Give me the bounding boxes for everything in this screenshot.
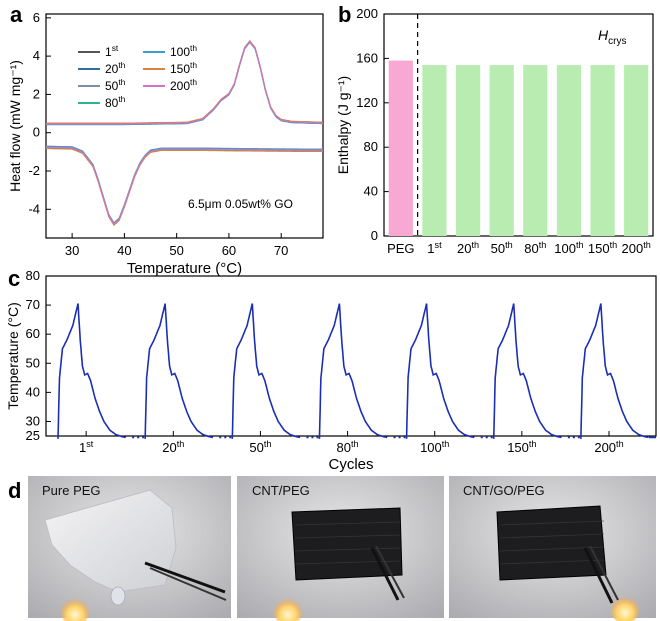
panel-label-b: b <box>338 2 351 27</box>
panel-label-d: d <box>8 478 21 503</box>
y-tick-label-b: 200 <box>356 6 378 21</box>
panel-label-a: a <box>10 2 23 27</box>
x-tick-label-c: 50th <box>249 439 271 455</box>
y-tick-label-c: 30 <box>26 413 40 428</box>
y-tick-label-a: 6 <box>33 10 40 25</box>
y-tick-label-a: -4 <box>28 201 40 216</box>
y-axis-label-a: Heat flow (mW mg⁻¹) <box>7 60 23 192</box>
cycle-curve-100th <box>405 303 475 439</box>
x-tick-label-b: PEG <box>387 241 414 256</box>
bar-50th <box>489 65 514 236</box>
x-axis-label-a: Temperature (°C) <box>127 260 242 277</box>
x-tick-label-a: 60 <box>222 243 236 258</box>
legend-label-a: 150th <box>170 60 197 76</box>
cycle-curve-200th <box>580 303 649 439</box>
legend-label-a: 50th <box>105 77 126 93</box>
plot-frame-b <box>383 13 654 237</box>
x-tick-label-a: 70 <box>274 243 288 258</box>
bar-1st <box>422 65 447 236</box>
x-tick-label-c: 80th <box>337 439 359 455</box>
x-tick-label-c: 150th <box>507 439 536 455</box>
dsc-chart: 30 40 50 60 70 -4 -2 0 2 4 6 Temperature (°C) Heat f… <box>7 10 324 277</box>
cycle-curve-80th <box>318 303 388 439</box>
legend-label-a: 200th <box>170 77 197 93</box>
photo-caption-cnt-peg: CNT/PEG <box>252 483 310 498</box>
y-tick-label-a: -2 <box>28 163 40 178</box>
bar-20th <box>455 65 481 236</box>
y-tick-label-b: 160 <box>356 50 378 65</box>
annotation-a: 6.5μm 0.05wt% GO <box>188 197 293 211</box>
x-tick-label-c: 1st <box>79 439 94 455</box>
dsc-series-150th <box>45 148 323 227</box>
y-tick-label-a: 0 <box>33 125 40 140</box>
x-tick-label-b: 50th <box>491 240 513 256</box>
y-axis-label-b: Enthalpy (J g⁻¹) <box>335 76 351 174</box>
x-tick-label-a: 40 <box>117 243 131 258</box>
legend-label-a: 1st <box>105 43 119 59</box>
x-tick-label-a: 50 <box>169 243 183 258</box>
cycle-curve-150th <box>492 303 562 439</box>
y-axis-label-c: Temperature (°C) <box>5 302 21 410</box>
x-tick-label-b: 200th <box>622 240 651 256</box>
bar-200th <box>624 65 649 236</box>
dsc-series-100th <box>45 145 323 224</box>
legend-label-a: 80th <box>105 94 126 110</box>
y-tick-label-c: 50 <box>26 355 40 370</box>
bar-PEG <box>388 60 413 237</box>
photo-caption-cnt-go-peg: CNT/GO/PEG <box>463 483 545 498</box>
x-tick-label-b: 150th <box>588 240 617 256</box>
bar-150th <box>590 65 615 236</box>
legend-label-a: 100th <box>170 43 197 59</box>
plot-frame-a <box>45 13 324 239</box>
y-tick-label-c: 25 <box>26 428 40 443</box>
bar-80th <box>523 65 548 236</box>
y-tick-label-b: 40 <box>364 184 378 199</box>
photo-caption-pure-peg: Pure PEG <box>42 483 101 498</box>
x-tick-label-c: 200th <box>594 439 623 455</box>
photo-cnt-go-peg: CNT/GO/PEG <box>449 476 656 621</box>
x-axis-label-c: Cycles <box>328 456 373 473</box>
y-tick-label-b: 120 <box>356 95 378 110</box>
panel-label-c: c <box>8 266 20 291</box>
y-tick-label-a: 4 <box>33 48 40 63</box>
chart-title-b: Hcrys <box>598 27 626 47</box>
legend-label-a: 20th <box>105 60 126 76</box>
x-tick-label-b: 80th <box>524 240 546 256</box>
enthalpy-bar-chart: 0 40 80 120 160 200 Enthalpy (J g⁻¹) PEG 1st 20th… <box>335 6 654 256</box>
cycle-curve-1st <box>57 303 126 439</box>
x-tick-label-c: 20th <box>162 439 184 455</box>
photo-pure-peg: Pure PEG <box>28 476 231 621</box>
dsc-series-200th <box>45 40 323 125</box>
y-tick-label-a: 2 <box>33 86 40 101</box>
photo-cnt-peg: CNT/PEG <box>237 476 444 621</box>
dsc-series-200th <box>45 146 323 225</box>
y-tick-label-c: 40 <box>26 384 40 399</box>
dsc-series-150th <box>45 39 324 124</box>
cycle-curve-20th <box>144 303 214 439</box>
y-tick-label-c: 60 <box>26 326 40 341</box>
y-tick-label-c: 80 <box>26 268 40 283</box>
x-tick-label-b: 100th <box>554 240 583 256</box>
y-tick-label-c: 70 <box>26 297 40 312</box>
cycle-curve-50th <box>231 303 301 439</box>
x-tick-label-a: 30 <box>65 243 79 258</box>
x-tick-label-b: 1st <box>427 240 442 256</box>
bar-100th <box>556 65 582 236</box>
plot-frame-c <box>45 275 657 437</box>
x-tick-label-c: 100th <box>420 439 449 455</box>
x-tick-label-b: 20th <box>457 240 479 256</box>
y-tick-label-b: 0 <box>371 228 378 243</box>
y-tick-label-b: 80 <box>364 139 378 154</box>
